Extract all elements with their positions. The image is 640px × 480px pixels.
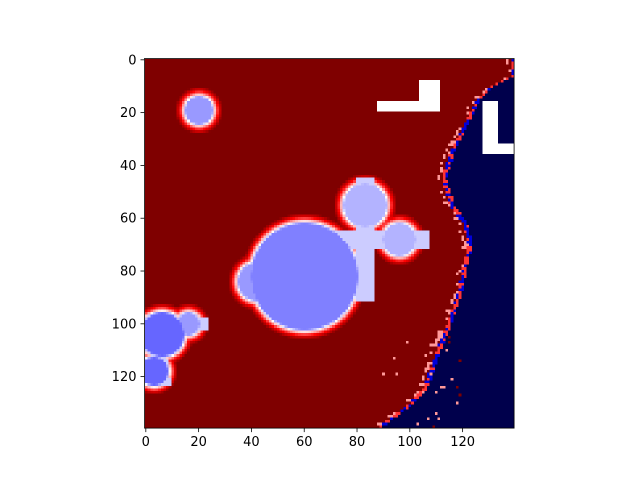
y-tick-label: 20	[120, 106, 137, 121]
x-tick-label: 120	[450, 435, 475, 450]
y-tick-label: 100	[112, 317, 137, 332]
x-tick-label: 20	[190, 435, 207, 450]
x-tick-label: 0	[142, 435, 150, 450]
x-tick-label: 100	[397, 435, 422, 450]
x-tick-label: 60	[296, 435, 313, 450]
heatmap-image-holder	[144, 58, 515, 429]
y-axis-ticks: 0 20 40 60 80 100 120	[112, 53, 145, 385]
y-tick-label: 120	[112, 370, 137, 385]
x-axis-ticks: 0 20 40 60 80 100 120	[142, 428, 475, 450]
y-tick-label: 80	[120, 265, 137, 280]
y-tick-label: 40	[120, 159, 137, 174]
y-tick-label: 60	[120, 212, 137, 227]
heatmap-image	[144, 58, 515, 429]
x-tick-label: 80	[349, 435, 366, 450]
y-tick-label: 0	[128, 53, 136, 68]
axes-frame	[144, 58, 515, 429]
x-tick-label: 40	[243, 435, 260, 450]
